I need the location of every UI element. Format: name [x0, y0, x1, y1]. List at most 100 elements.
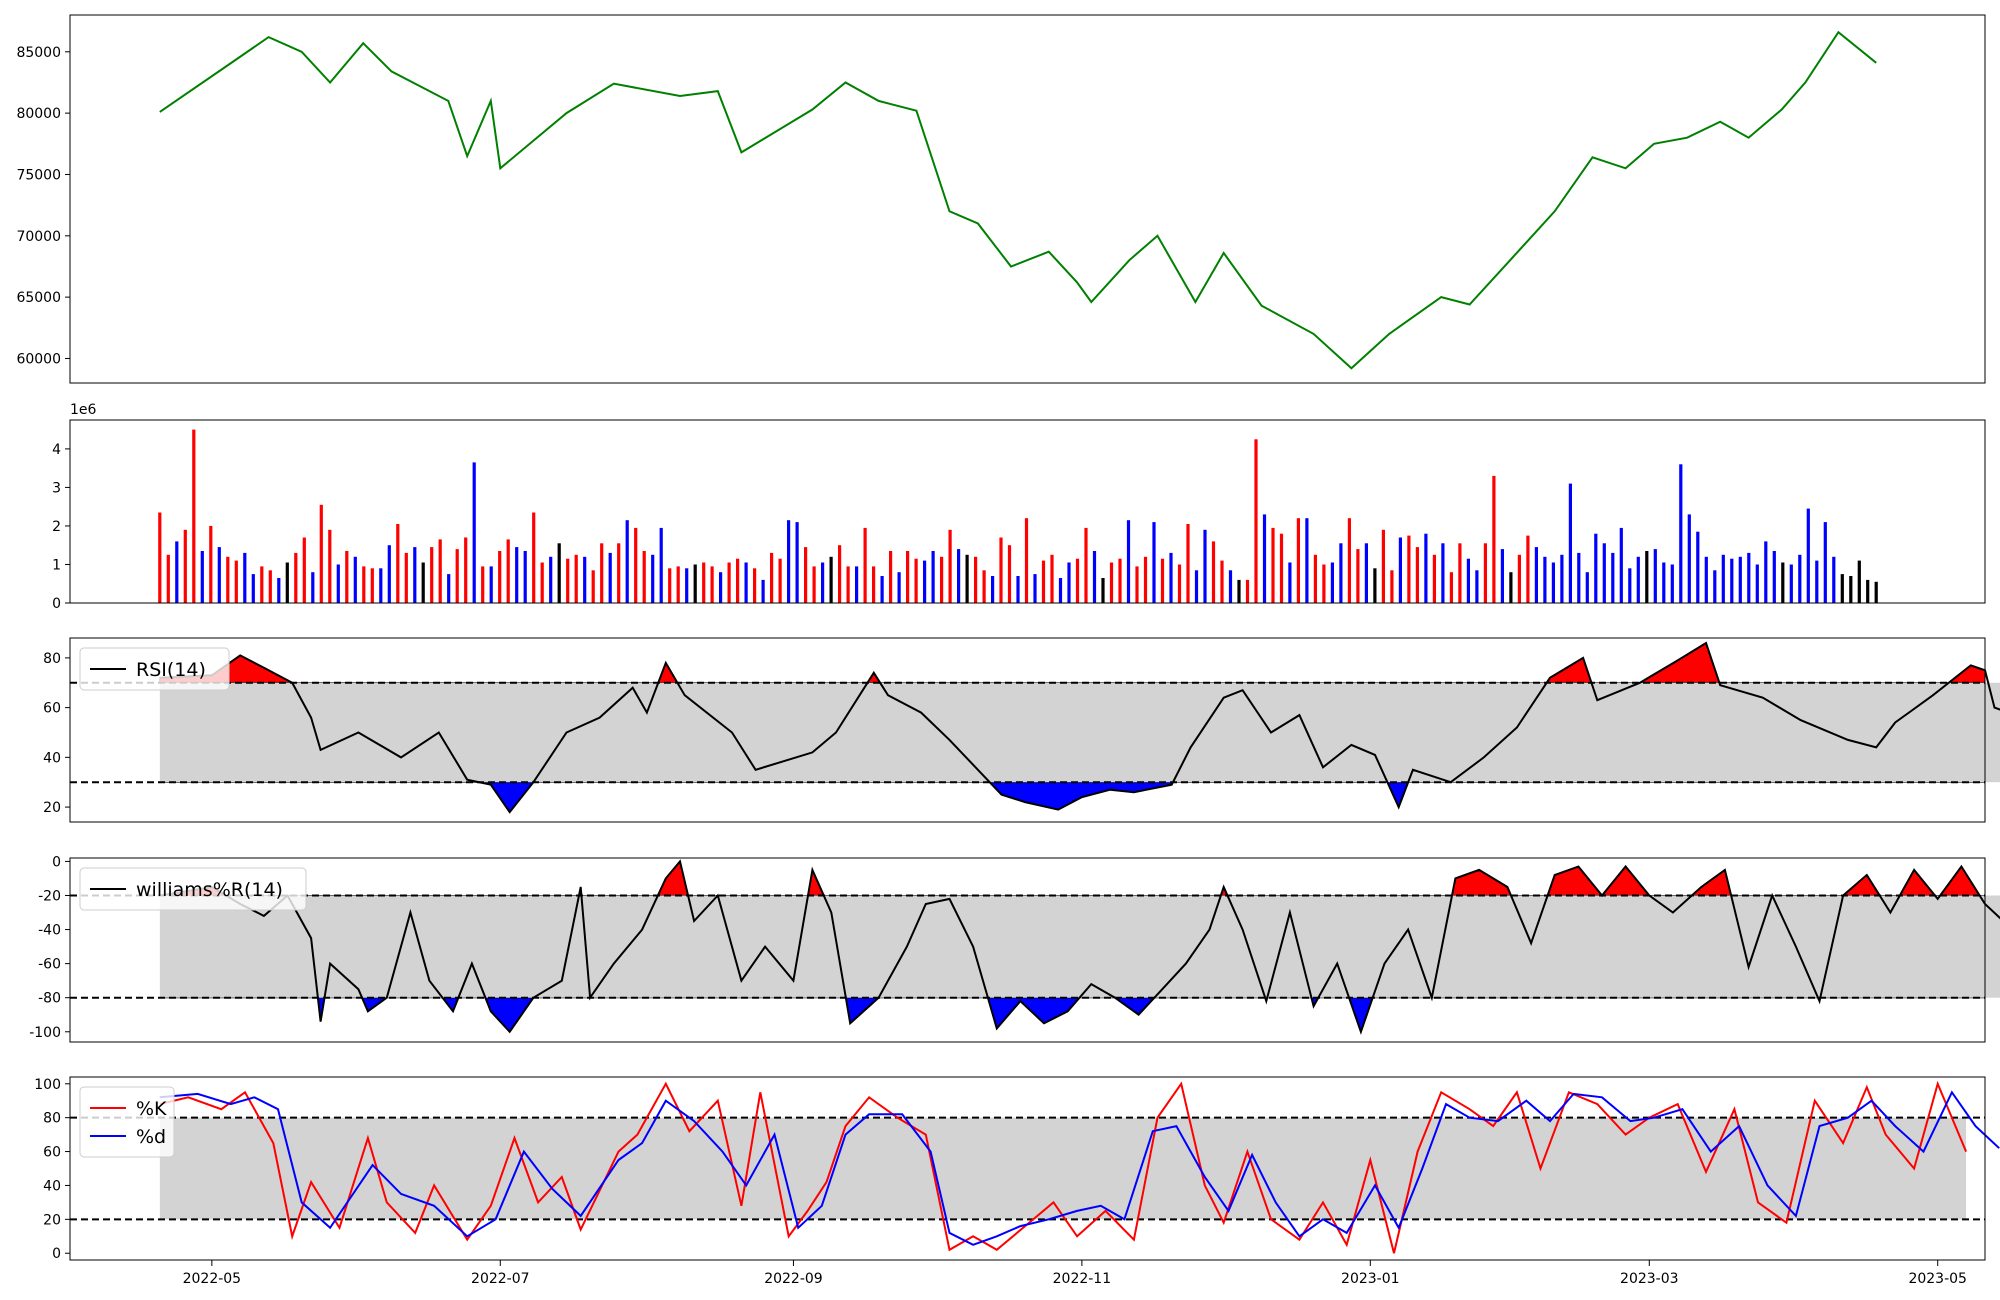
volume-bar — [277, 578, 281, 603]
volume-bar — [481, 566, 485, 603]
volume-bar — [1721, 554, 1725, 603]
volume-bar — [787, 520, 791, 603]
volume-bar — [455, 549, 459, 603]
volume-bar — [574, 554, 578, 603]
volume-bar — [387, 545, 391, 603]
volume-bar — [880, 576, 884, 603]
rsi-legend-box — [79, 647, 230, 691]
rsi-frame — [69, 637, 1986, 823]
volume-bar — [1203, 529, 1207, 603]
volume-bar — [1126, 520, 1131, 603]
volume-bar — [659, 527, 663, 603]
volume-bar — [1186, 524, 1190, 603]
volume-bar — [379, 568, 383, 603]
volume-bar — [311, 572, 315, 603]
volume-bar — [1815, 560, 1819, 603]
volume-bar — [209, 525, 213, 603]
volume-bar — [940, 556, 944, 603]
williams-ytick-label: -40 — [38, 923, 61, 939]
legend-label: RSI(14) — [136, 659, 206, 681]
volume-bar — [175, 541, 179, 603]
volume-bar — [1704, 556, 1708, 603]
volume-bar — [1713, 570, 1717, 603]
price-ytick-label: 75000 — [16, 167, 61, 183]
price-ytick-label: 70000 — [16, 229, 61, 245]
volume-bar — [685, 568, 689, 603]
volume-bar — [710, 566, 714, 603]
volume-bar — [268, 570, 272, 603]
volume-bar — [753, 568, 757, 603]
rsi-panel: 20 40 60 80 RSI(14) — [43, 637, 2000, 823]
xtick-label: 2022-07 — [471, 1271, 530, 1287]
volume-bar — [1228, 570, 1233, 603]
volume-bar — [549, 556, 553, 603]
volume-bar — [965, 554, 969, 603]
volume-bar — [1254, 439, 1258, 603]
volume-bar — [166, 554, 170, 603]
volume-bar — [1772, 551, 1776, 603]
volume-bar — [829, 556, 833, 603]
volume-bar — [1628, 568, 1632, 603]
volume-bar — [727, 562, 731, 603]
volume-bar — [1067, 562, 1071, 603]
volume-bar — [1730, 558, 1734, 603]
volume-bar — [183, 529, 187, 603]
volume-bar — [1526, 535, 1530, 603]
volume-bar — [1670, 564, 1674, 603]
volume-bar — [1407, 535, 1411, 603]
volume-bar — [1356, 549, 1360, 603]
williams-ytick-label: 0 — [52, 854, 61, 870]
volume-bar — [557, 543, 561, 603]
volume-bar — [1662, 562, 1666, 603]
volume-bar — [1764, 541, 1768, 603]
price-ytick-label: 80000 — [16, 106, 61, 122]
volume-bar — [1262, 514, 1267, 603]
volume-bar — [872, 566, 876, 603]
volume-bar — [1296, 518, 1300, 603]
volume-frame — [69, 419, 1986, 604]
volume-bar — [1135, 566, 1139, 603]
volume-bar — [353, 556, 357, 603]
volume-bar — [243, 552, 247, 603]
volume-bar — [957, 549, 961, 603]
volume-bar — [1747, 552, 1751, 603]
volume-bar — [566, 558, 570, 603]
volume-bar — [906, 551, 910, 603]
volume-bar — [1441, 543, 1445, 603]
volume-bar — [430, 547, 434, 603]
volume-bar — [1458, 543, 1462, 603]
volume-bar — [617, 543, 621, 603]
volume-bar — [1322, 564, 1326, 603]
volume-bar — [1271, 527, 1275, 603]
volume-bar — [1874, 581, 1878, 603]
volume-bar — [345, 551, 349, 603]
volume-bar — [1245, 579, 1250, 603]
volume-bar — [260, 566, 264, 603]
legend-label: williams%R(14) — [136, 879, 283, 901]
stochastic-panel: 0 20 40 60 80 100 %K %d — [34, 1076, 2000, 1262]
volume-bar — [489, 566, 493, 603]
volume-bar — [1339, 543, 1343, 603]
volume-bar — [600, 543, 604, 603]
volume-bar — [1568, 483, 1572, 603]
volume-bar — [770, 552, 774, 603]
volume-bar — [1653, 549, 1657, 603]
volume-bar — [1288, 562, 1292, 603]
volume-bar — [226, 556, 230, 603]
volume-bar — [991, 576, 995, 603]
volume-bar — [1398, 537, 1402, 603]
volume-bar — [1679, 464, 1683, 603]
volume-bar — [336, 564, 340, 603]
volume-bar — [1016, 576, 1020, 603]
volume-ytick-label: 4 — [52, 442, 61, 458]
volume-bar — [1364, 543, 1368, 603]
volume-bar — [1415, 547, 1419, 603]
volume-bar — [1475, 570, 1479, 603]
xtick-label: 2022-11 — [1053, 1271, 1112, 1287]
xtick-label: 2022-09 — [764, 1271, 823, 1287]
stochastic-ytick-label: 40 — [43, 1178, 61, 1194]
volume-bar — [1390, 570, 1394, 603]
volume-bar — [396, 524, 400, 603]
volume-bar — [1084, 527, 1088, 603]
